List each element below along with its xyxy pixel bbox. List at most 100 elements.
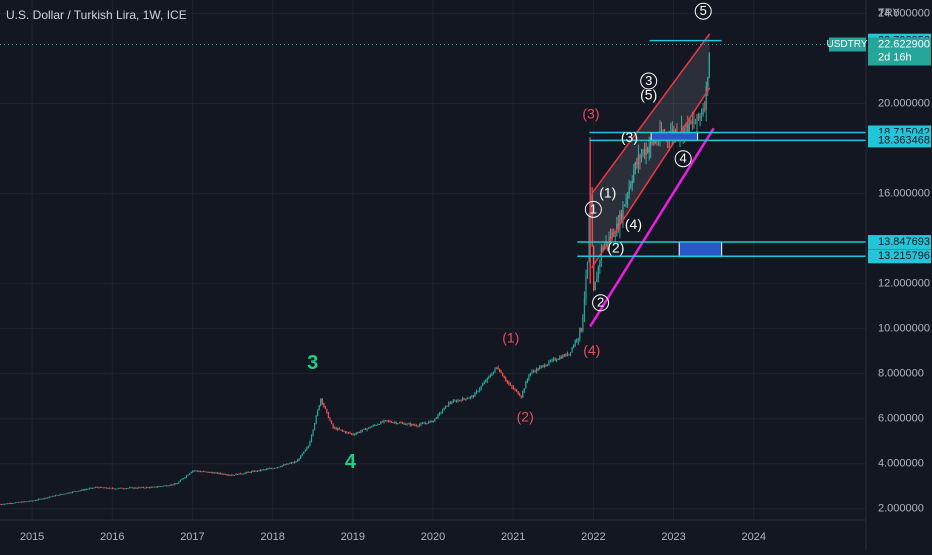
candle-body xyxy=(369,427,371,429)
candle-body xyxy=(330,420,333,424)
candle-body xyxy=(44,497,46,499)
wave-labels: 3 4 (1) (2) (3) (4) 1 2 3 4 5 (1) (2) (3) (4) (5) xyxy=(307,2,712,473)
candle-body xyxy=(440,412,442,414)
candle-body xyxy=(5,503,7,505)
candle-body xyxy=(397,423,399,425)
candle-body xyxy=(169,485,171,487)
candle-body xyxy=(556,359,558,361)
price-tick-label: 16.000000 xyxy=(878,187,930,199)
candle-body xyxy=(648,146,650,153)
candle-body xyxy=(352,433,354,435)
candle-body xyxy=(574,340,576,346)
candle-body xyxy=(287,463,289,465)
candle-body xyxy=(253,470,256,472)
candle-body xyxy=(101,487,103,488)
candle-body xyxy=(232,475,234,476)
candle-body xyxy=(568,353,570,356)
candle-body xyxy=(633,170,635,181)
candle-body xyxy=(374,425,376,426)
candle-body xyxy=(347,432,350,433)
candle-body xyxy=(551,359,553,362)
candle-body xyxy=(452,400,454,403)
candle-body xyxy=(172,484,174,486)
candle-body xyxy=(275,467,277,469)
price-tick-label: 20.000000 xyxy=(878,97,930,109)
candle-body xyxy=(113,488,115,490)
candle-body xyxy=(534,371,536,373)
candle-body xyxy=(647,148,649,153)
candle-body xyxy=(580,328,582,332)
candle-body xyxy=(210,472,212,473)
candle-body xyxy=(386,420,388,422)
time-axis[interactable]: 2015 2016 2017 2018 2019 2020 2021 2022 2023 2024 xyxy=(0,519,866,543)
time-tick-label: 2023 xyxy=(661,531,685,543)
candle-body xyxy=(573,345,575,348)
candle-body xyxy=(411,424,413,426)
candle-body xyxy=(124,488,126,490)
candle-body xyxy=(266,468,268,470)
candles xyxy=(0,52,710,506)
candle-body xyxy=(235,473,237,476)
candle-body xyxy=(350,433,353,435)
wave-label-minor: (3) xyxy=(621,129,638,145)
candle-body xyxy=(156,486,158,488)
candle-body xyxy=(293,461,296,463)
candle-body xyxy=(634,162,636,171)
candle-body xyxy=(121,487,123,489)
candle-body xyxy=(349,432,351,434)
wave-circle xyxy=(674,150,692,168)
price-level-tag: 18.363468 xyxy=(878,134,930,146)
candle-body xyxy=(312,429,314,436)
candle-body xyxy=(0,504,1,506)
candle-body xyxy=(45,497,47,499)
candle-body xyxy=(340,429,342,431)
candle-body xyxy=(650,140,652,147)
candle-body xyxy=(249,472,251,473)
candle-body xyxy=(61,494,63,496)
candle-body xyxy=(471,395,473,397)
candle-body xyxy=(519,394,521,396)
price-axis[interactable]: 2.000000 4.000000 6.000000 8.000000 10.00000… xyxy=(827,0,931,550)
candle-body xyxy=(229,474,231,476)
price-tick-label: 6.000000 xyxy=(878,413,924,425)
candle-body xyxy=(108,487,111,489)
candle-body xyxy=(184,477,186,479)
candle-body xyxy=(406,423,408,425)
candle-body xyxy=(545,365,547,367)
candle-body xyxy=(377,424,379,426)
candle-body xyxy=(697,114,700,119)
candle-body xyxy=(391,421,393,423)
candle-body xyxy=(116,488,118,490)
candle-body xyxy=(218,472,220,474)
candle-body xyxy=(502,372,504,377)
candle-body xyxy=(236,473,239,475)
wave-circle xyxy=(592,294,610,312)
candle-body xyxy=(209,472,211,473)
candle-body xyxy=(323,403,325,407)
candle-body xyxy=(27,501,29,503)
candle-body xyxy=(549,361,552,362)
candle-body xyxy=(30,500,32,502)
candle-body xyxy=(179,480,182,482)
candle-body xyxy=(122,488,124,490)
candle-body xyxy=(25,501,27,503)
candle-body xyxy=(309,441,311,447)
candle-body xyxy=(150,487,152,488)
candle-body xyxy=(0,504,3,506)
candle-body xyxy=(111,488,114,489)
candle-body xyxy=(492,371,495,375)
candle-body xyxy=(82,489,84,491)
price-tick-label: 8.000000 xyxy=(878,368,924,380)
last-price-tag: 22.622900 xyxy=(878,38,930,50)
candle-body xyxy=(417,426,419,427)
candle-body xyxy=(540,366,542,368)
candle-body xyxy=(548,361,550,365)
candle-body xyxy=(327,412,330,419)
candle-body xyxy=(690,119,692,124)
candle-body xyxy=(28,501,30,503)
time-tick-label: 2016 xyxy=(100,531,124,543)
candle-body xyxy=(204,471,206,473)
